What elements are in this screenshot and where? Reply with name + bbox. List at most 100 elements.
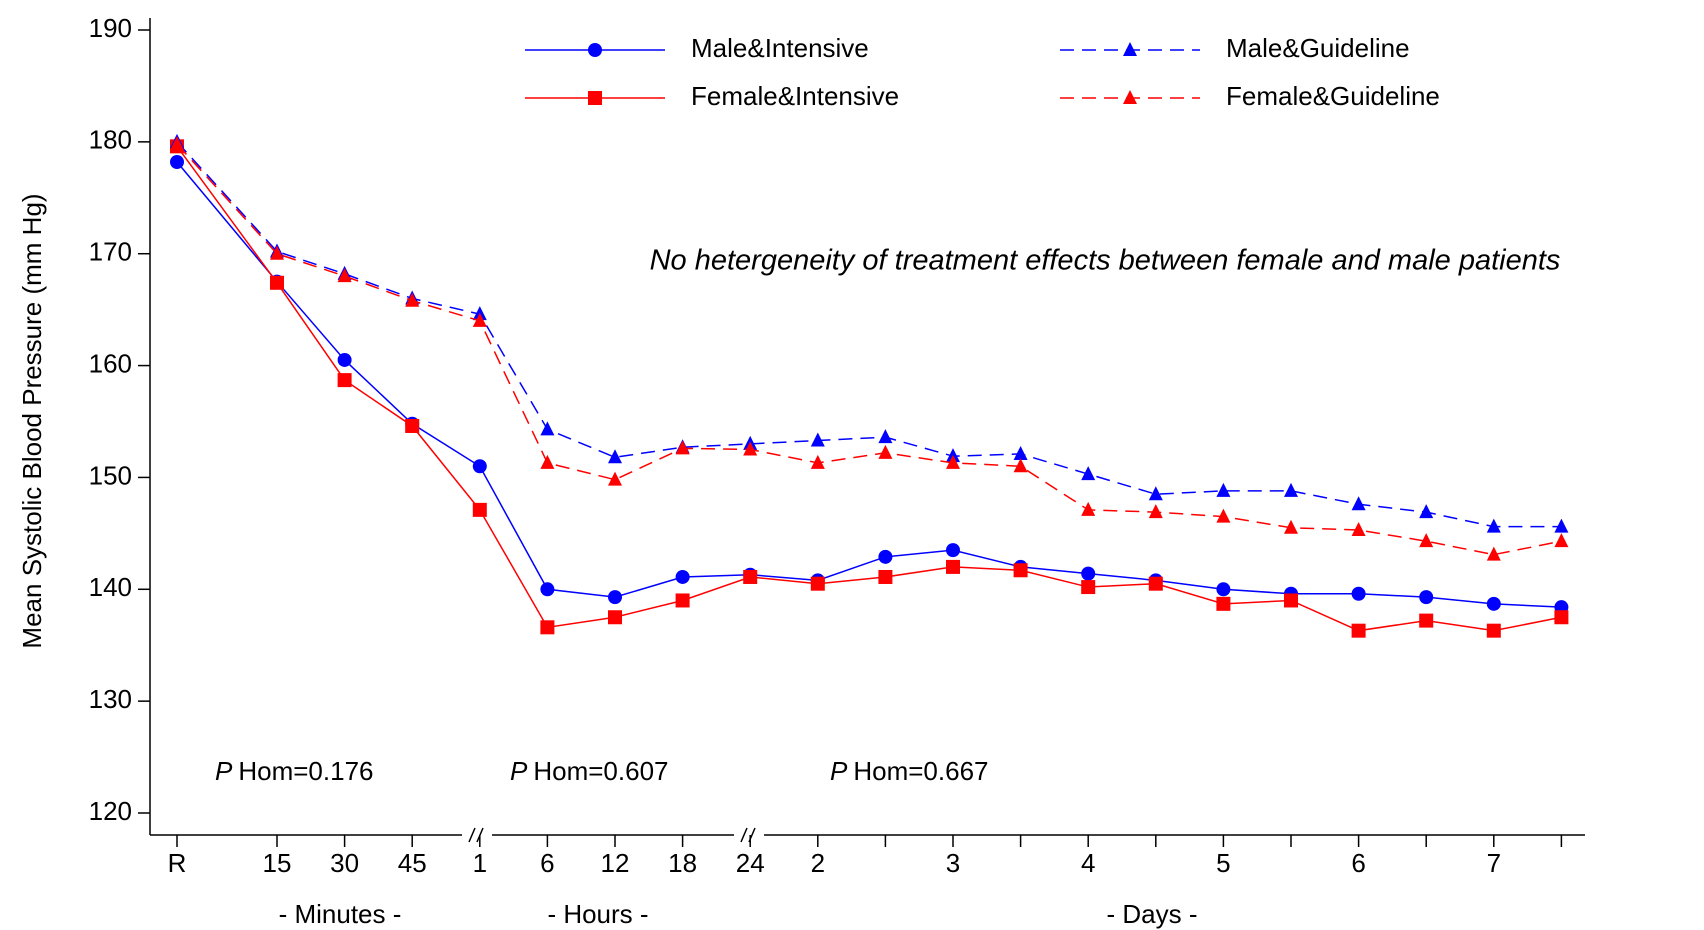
point [1081, 580, 1096, 595]
point [170, 136, 184, 151]
legend-label: Male&Intensive [691, 33, 869, 63]
point [1351, 586, 1366, 601]
axis-break [462, 827, 492, 843]
x-tick-label: 15 [263, 848, 292, 878]
x-tick-label: 7 [1487, 848, 1501, 878]
series [170, 154, 1569, 615]
y-tick-label: 150 [89, 460, 132, 490]
point [1216, 482, 1231, 497]
point [1081, 466, 1096, 481]
point [878, 549, 893, 564]
point [810, 576, 825, 591]
point [472, 502, 487, 517]
point [1216, 596, 1231, 611]
x-tick-label: 3 [946, 848, 960, 878]
point [946, 454, 960, 469]
legend-label: Female&Intensive [691, 81, 899, 111]
x-tick-label: 5 [1216, 848, 1230, 878]
point [810, 454, 825, 469]
x-tick-label: 45 [398, 848, 427, 878]
x-tick-label: R [168, 848, 187, 878]
annotation: No hetergeneity of treatment effects bet… [650, 245, 1561, 277]
point [1284, 519, 1298, 534]
p-text: Hom=0.607 [533, 756, 668, 786]
point [1554, 610, 1569, 625]
legend-marker [588, 43, 602, 57]
p-symbol: P [215, 756, 233, 786]
point [946, 543, 960, 558]
point [1419, 590, 1434, 605]
series [170, 133, 1569, 533]
point [540, 454, 555, 469]
point [1148, 576, 1163, 591]
point [675, 569, 690, 584]
x-tick-label: 18 [668, 848, 697, 878]
y-tick-label: 180 [89, 125, 132, 155]
point [170, 154, 184, 169]
point [1284, 482, 1298, 497]
series-line [176, 161, 1562, 608]
x-group-label: - Minutes - [279, 899, 402, 929]
point [608, 449, 622, 464]
point [1148, 486, 1163, 501]
point [540, 421, 555, 436]
point [472, 459, 487, 474]
point [1486, 546, 1501, 561]
point [946, 559, 960, 574]
x-tick-label: 6 [540, 848, 554, 878]
point [337, 352, 352, 367]
y-tick-label: 130 [89, 684, 132, 714]
x-tick-label: 1 [473, 848, 487, 878]
x-group-label: - Hours - [547, 899, 648, 929]
legend-label: Female&Guideline [1226, 81, 1440, 111]
y-tick-label: 120 [89, 796, 132, 826]
x-tick-label: 6 [1351, 848, 1365, 878]
point [1419, 613, 1434, 628]
legend-marker [1123, 42, 1137, 56]
x-tick-label: 2 [811, 848, 825, 878]
legend-marker [588, 91, 602, 105]
point [608, 471, 622, 486]
point [540, 582, 555, 597]
point [405, 292, 420, 307]
y-axis-label: Mean Systolic Blood Pressure (mm Hg) [17, 193, 47, 648]
point [1081, 566, 1096, 581]
series-line [176, 143, 1562, 556]
legend-label: Male&Guideline [1226, 33, 1410, 63]
point [1419, 504, 1434, 519]
point [1216, 508, 1231, 523]
point [405, 418, 420, 433]
point [1148, 504, 1163, 519]
y-tick-label: 190 [89, 13, 132, 43]
point [270, 245, 284, 260]
series-line [176, 141, 1562, 528]
point [1351, 522, 1366, 537]
axis-break [734, 827, 764, 843]
x-tick-label: 30 [330, 848, 359, 878]
point [1081, 501, 1096, 516]
point [1013, 445, 1028, 460]
y-tick-label: 140 [89, 572, 132, 602]
p-text: Hom=0.176 [238, 756, 373, 786]
x-tick-label: 24 [736, 848, 765, 878]
point [1013, 563, 1028, 578]
p-value: P Hom=0.176 [215, 756, 374, 786]
point [472, 312, 487, 327]
p-symbol: P [510, 756, 528, 786]
point [540, 620, 555, 635]
point [1554, 533, 1569, 548]
x-tick-label: 4 [1081, 848, 1095, 878]
point [270, 275, 284, 290]
series-line [176, 145, 1562, 632]
point [337, 373, 352, 388]
point [1486, 518, 1501, 533]
x-tick-label: 12 [601, 848, 630, 878]
point [810, 432, 825, 447]
point [1284, 593, 1298, 608]
point [1216, 582, 1231, 597]
point [743, 441, 758, 456]
p-value: P Hom=0.667 [830, 756, 989, 786]
point [675, 593, 690, 608]
point [878, 444, 893, 459]
